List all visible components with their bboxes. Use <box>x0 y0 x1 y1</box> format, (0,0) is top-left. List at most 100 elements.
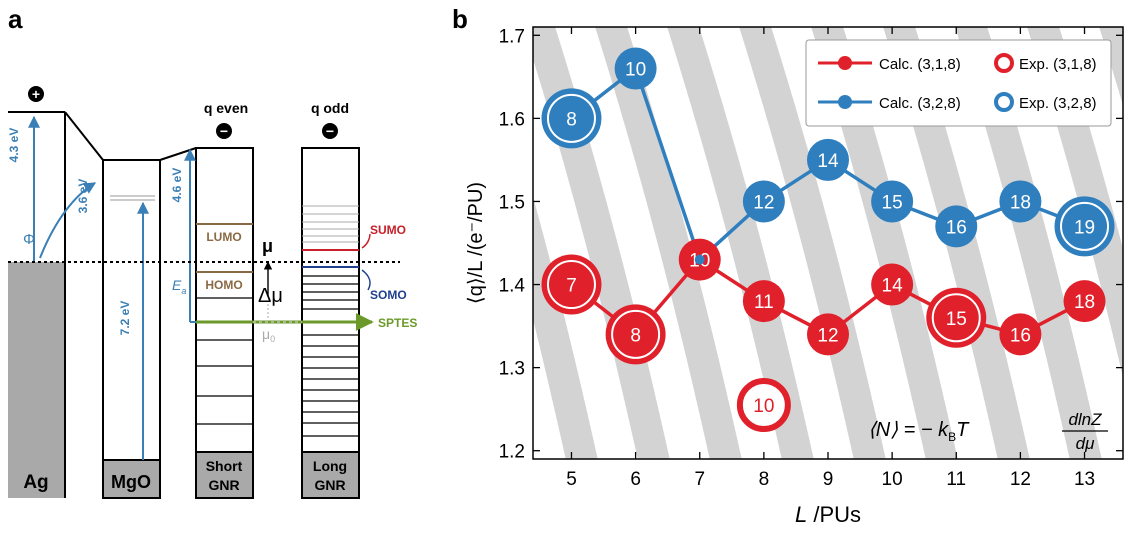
mgo-label: MgO <box>111 472 151 492</box>
background-stripe <box>667 27 814 459</box>
data-point-calc-328 <box>1063 205 1106 248</box>
formula-numerator: dlnZ <box>1068 410 1102 429</box>
data-point-calc-328 <box>999 180 1042 223</box>
data-label: 10 <box>625 60 646 81</box>
data-point-calc-318 <box>935 296 978 339</box>
somo-label: SOMO <box>370 288 407 302</box>
x-tick-label: 6 <box>630 469 641 490</box>
homo-label: HOMO <box>205 278 242 292</box>
energy-3-6-label: 3.6 eV <box>76 179 90 214</box>
energy-4-6-label: 4.6 eV <box>170 168 184 203</box>
short-gnr-block <box>195 451 254 499</box>
y-axis: 1.2 1.3 1.4 1.5 1.6 1.7 <box>499 26 1123 463</box>
y-tick-label: 1.3 <box>499 359 525 380</box>
legend-marker-exp-328 <box>994 92 1014 112</box>
ag-block <box>8 262 65 498</box>
x-axis: 5 6 7 8 9 10 11 12 13 <box>566 27 1095 490</box>
y-tick-label: 1.5 <box>499 192 525 213</box>
y-tick-label: 1.7 <box>499 26 525 47</box>
energy-7-2-label: 7.2 eV <box>118 301 132 336</box>
y-tick-label: 1.2 <box>499 442 525 463</box>
exp-marker-hollow <box>736 378 791 432</box>
background-stripe <box>955 27 1102 459</box>
x-tick-label: 12 <box>1010 469 1031 490</box>
data-point-calc-318 <box>550 263 593 306</box>
data-label: 18 <box>1010 192 1031 213</box>
sumo-label: SUMO <box>370 223 406 237</box>
data-point <box>694 254 705 265</box>
exp-marker-ring <box>546 93 596 143</box>
legend-marker-calc-328 <box>838 95 852 109</box>
q-odd-label: q odd <box>311 100 349 116</box>
x-tick-label: 13 <box>1074 469 1095 490</box>
y-axis-label: ⟨q⟩/L /(e⁻/PU) <box>465 182 487 304</box>
mgo-block <box>102 459 161 499</box>
legend-marker-calc-318 <box>838 56 852 70</box>
data-point-calc-318 <box>1063 280 1106 323</box>
data-point-calc-328 <box>742 180 785 223</box>
mu-label: μ <box>262 236 273 256</box>
long-gnr-block <box>301 451 360 499</box>
legend-label-exp-328: Exp. (3,2,8) <box>1019 95 1097 112</box>
data-point-calc-318 <box>742 280 785 323</box>
data-point-calc-318 <box>614 313 657 356</box>
data-label: 8 <box>566 109 577 130</box>
ag-label: Ag <box>23 472 48 493</box>
q-even-label: q even <box>204 100 248 116</box>
legend-marker-exp-318 <box>994 53 1014 73</box>
sptes-label: SPTES <box>378 316 417 330</box>
formula: ⟨N⟩ = − kBT dlnZ dμ <box>868 410 1108 453</box>
exp-marker-ring <box>611 309 661 359</box>
x-axis-label: L /PUs <box>795 502 861 527</box>
x-tick-label: 10 <box>882 469 903 490</box>
lumo-label: LUMO <box>206 230 241 244</box>
data-point-calc-318 <box>807 313 849 356</box>
formula-denominator: dμ <box>1076 434 1095 453</box>
background-stripe <box>595 27 742 459</box>
energy-4-3-label: 4.3 eV <box>7 128 21 163</box>
data-label: 12 <box>753 192 774 213</box>
minus-icon-short: − <box>216 123 232 139</box>
data-label: 8 <box>630 325 641 346</box>
y-tick-label: 1.6 <box>499 109 525 130</box>
phi-label: Φ <box>23 231 35 248</box>
legend-label-calc-318: Calc. (3,1,8) <box>879 56 961 73</box>
legend: Calc. (3,1,8) Calc. (3,2,8) Exp. (3,1,8)… <box>805 39 1112 127</box>
x-tick-label: 11 <box>946 469 966 490</box>
legend-label-exp-318: Exp. (3,1,8) <box>1019 56 1097 73</box>
data-point-calc-328 <box>550 97 593 140</box>
y-tick-label: 1.4 <box>499 276 526 297</box>
short-gnr-label-2: GNR <box>208 477 239 493</box>
data-label: 18 <box>1074 292 1095 313</box>
exp-marker-ring <box>931 293 981 343</box>
data-point-calc-318 <box>871 263 914 306</box>
data-label: 14 <box>817 151 839 172</box>
svg-text:−: − <box>220 123 228 139</box>
background-stripe <box>811 27 958 459</box>
plus-icon: + <box>28 86 44 102</box>
exp-marker-ring <box>1060 201 1110 251</box>
data-label: 19 <box>1074 217 1095 238</box>
svg-text:−: − <box>326 123 334 139</box>
data-label: 15 <box>882 192 903 213</box>
exp-marker-ring <box>546 260 596 310</box>
data-label: 15 <box>946 309 967 330</box>
panel-b-label: b <box>452 4 468 34</box>
formula-lhs: ⟨N⟩ = − kBT <box>868 419 970 444</box>
short-gnr-label-1: Short <box>206 458 243 474</box>
background-stripe <box>1099 27 1123 106</box>
minus-icon-long: − <box>322 123 338 139</box>
data-point-calc-328 <box>807 138 849 181</box>
svg-text:+: + <box>32 86 40 102</box>
x-tick-label: 8 <box>759 469 770 490</box>
delta-mu-label: Δμ <box>258 285 283 307</box>
long-gnr-label-2: GNR <box>314 477 345 493</box>
x-tick-label: 9 <box>823 469 834 490</box>
x-tick-label: 7 <box>694 469 705 490</box>
panel-a-label: a <box>8 4 23 34</box>
data-point-calc-328 <box>614 47 657 90</box>
data-label: 12 <box>817 325 838 346</box>
background-stripe <box>739 27 886 459</box>
background-stripe <box>376 17 528 469</box>
